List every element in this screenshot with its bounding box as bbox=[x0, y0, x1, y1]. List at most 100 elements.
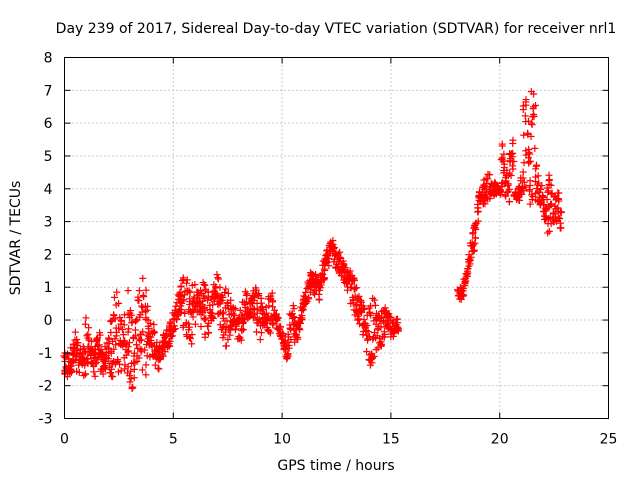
data-point bbox=[113, 328, 121, 336]
data-point bbox=[142, 286, 150, 294]
data-point bbox=[75, 368, 83, 376]
y-tick-label: -3 bbox=[39, 412, 53, 428]
data-point bbox=[143, 306, 151, 314]
data-point bbox=[85, 324, 93, 332]
data-point bbox=[201, 316, 209, 324]
data-point bbox=[520, 178, 528, 186]
y-tick-label: 4 bbox=[44, 182, 53, 198]
data-point bbox=[520, 131, 528, 139]
data-point bbox=[527, 132, 535, 140]
data-point bbox=[519, 106, 527, 114]
data-point bbox=[525, 149, 533, 157]
data-point bbox=[116, 313, 124, 321]
data-point bbox=[189, 307, 197, 315]
data-point bbox=[538, 182, 546, 190]
y-tick-label: 2 bbox=[44, 247, 53, 263]
data-point bbox=[173, 312, 181, 320]
data-point bbox=[135, 354, 143, 362]
data-point bbox=[181, 309, 189, 317]
data-point bbox=[103, 339, 111, 347]
data-point bbox=[139, 274, 147, 282]
data-point bbox=[201, 281, 209, 289]
y-tick-label: -2 bbox=[39, 379, 53, 395]
data-point bbox=[214, 275, 222, 283]
data-point bbox=[544, 229, 552, 237]
data-point bbox=[351, 284, 359, 292]
data-point bbox=[168, 332, 176, 340]
x-tick-label: 10 bbox=[273, 432, 291, 448]
data-point bbox=[323, 258, 331, 266]
data-point bbox=[213, 271, 221, 279]
plot-frame bbox=[64, 57, 609, 419]
data-point bbox=[126, 372, 134, 380]
data-point bbox=[292, 331, 300, 339]
data-point bbox=[101, 365, 109, 373]
data-point bbox=[128, 311, 136, 319]
data-point bbox=[303, 298, 311, 306]
data-point bbox=[140, 293, 148, 301]
data-point bbox=[204, 322, 212, 330]
data-point bbox=[90, 368, 98, 376]
data-point bbox=[556, 224, 564, 232]
data-point bbox=[93, 337, 101, 345]
data-point bbox=[66, 365, 74, 373]
data-point bbox=[130, 359, 138, 367]
data-point bbox=[91, 372, 99, 380]
data-point bbox=[545, 227, 553, 235]
data-point bbox=[104, 355, 112, 363]
data-point bbox=[531, 144, 539, 152]
data-point bbox=[543, 195, 551, 203]
data-point bbox=[330, 256, 338, 264]
data-point bbox=[177, 283, 185, 291]
data-point bbox=[159, 352, 167, 360]
data-point bbox=[128, 383, 136, 391]
data-point bbox=[242, 291, 250, 299]
data-point bbox=[257, 329, 265, 337]
data-point bbox=[122, 351, 130, 359]
data-point bbox=[319, 271, 327, 279]
data-point bbox=[135, 297, 143, 305]
y-axis-label: SDTVAR / TECUs bbox=[8, 181, 24, 296]
axis-ticks: 0 5 10 15 20 25 -3 -2 -1 0 1 2 3 4 5 6 7 8 bbox=[39, 51, 618, 448]
data-point bbox=[201, 307, 209, 315]
data-point bbox=[284, 330, 292, 338]
data-point bbox=[515, 196, 523, 204]
data-point bbox=[519, 174, 527, 182]
data-point bbox=[294, 335, 302, 343]
data-point bbox=[532, 162, 540, 170]
data-point bbox=[180, 296, 188, 304]
data-point bbox=[279, 329, 287, 337]
data-point bbox=[508, 162, 516, 170]
data-point bbox=[329, 244, 337, 252]
data-point bbox=[236, 306, 244, 314]
data-point bbox=[545, 176, 553, 184]
data-point bbox=[465, 258, 473, 266]
x-tick-label: 25 bbox=[600, 432, 618, 448]
data-point bbox=[320, 275, 328, 283]
data-point bbox=[463, 270, 471, 278]
data-point bbox=[547, 181, 555, 189]
data-point bbox=[253, 306, 261, 314]
y-tick-label: 0 bbox=[44, 313, 53, 329]
data-point bbox=[101, 343, 109, 351]
data-point bbox=[186, 288, 194, 296]
data-point bbox=[253, 328, 261, 336]
data-point bbox=[146, 319, 154, 327]
data-point bbox=[165, 342, 173, 350]
data-point bbox=[389, 317, 397, 325]
data-point bbox=[209, 314, 217, 322]
data-point bbox=[530, 103, 538, 111]
data-point bbox=[214, 274, 222, 282]
data-point bbox=[367, 302, 375, 310]
data-point bbox=[389, 332, 397, 340]
data-point bbox=[379, 318, 387, 326]
data-point bbox=[239, 326, 247, 334]
data-point bbox=[150, 328, 158, 336]
data-point bbox=[257, 299, 265, 307]
data-point bbox=[121, 339, 129, 347]
data-point bbox=[537, 185, 545, 193]
data-point bbox=[135, 287, 143, 295]
data-point bbox=[394, 327, 402, 335]
data-point bbox=[191, 320, 199, 328]
